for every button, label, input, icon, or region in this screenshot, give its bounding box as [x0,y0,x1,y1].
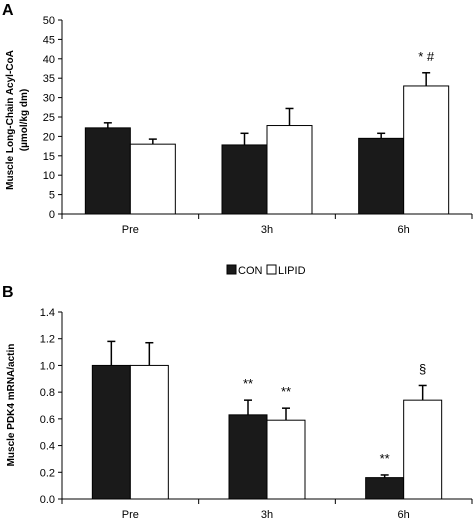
y-tick-label: 0 [49,209,55,221]
significance-marker: ** [281,384,291,399]
legend: CON LIPID [226,264,306,277]
bar-lipid-3h [266,419,306,500]
y-tick-label: 10 [43,170,55,182]
bar-lipid-pre [129,143,176,215]
y-tick-label: 0.6 [40,414,55,426]
bar-lipid-6h [403,85,450,215]
y-tick-label: 0.4 [40,441,55,453]
x-tick-label: 6h [398,509,410,521]
y-tick-label: 1.0 [40,360,55,372]
y-tick-label: 1.2 [40,334,55,346]
bar-con-3h [221,144,268,215]
x-tick-label: 3h [261,509,273,521]
y-tick-label: 15 [43,151,55,163]
y-tick-label: 1.4 [40,307,55,319]
y-tick-label: 0.0 [40,494,55,506]
x-tick-label: Pre [122,224,139,236]
y-tick-label: 50 [43,15,55,27]
bar-lipid-6h [403,399,443,500]
y-axis-unit-a: (µmol/kg dm) [19,89,30,151]
y-tick-label: 25 [43,112,55,124]
bar-con-3h [228,414,268,500]
legend-label-lipid: LIPID [278,265,306,277]
y-tick-label: 0.2 [40,467,55,479]
bar-con-pre [91,364,131,500]
y-tick-label: 20 [43,131,55,143]
y-tick-label: 45 [43,34,55,46]
y-axis-label-b: Muscle PDK4 mRNA/actin [6,344,17,467]
y-tick-label: 5 [49,190,55,202]
y-tick-label: 30 [43,93,55,105]
significance-marker: § [419,361,426,376]
y-axis-label-a: Muscle Long-Chain Acyl-CoA [5,50,16,190]
significance-marker: ** [380,451,390,466]
y-tick-label: 40 [43,54,55,66]
x-tick-label: 6h [398,224,410,236]
panel-label-a: A [2,2,14,19]
y-tick-label: 0.8 [40,387,55,399]
y-tick-label: 35 [43,73,55,85]
bar-con-6h [365,477,405,500]
bar-lipid-pre [129,364,169,500]
bar-con-pre [84,127,131,215]
bar-con-6h [358,137,405,215]
chart-panel-b: 0.0 0.2 0.4 0.6 0.8 1.0 1.2 1.4 Pre 3h ** ** 6h ** § [40,307,473,521]
x-tick-label: 3h [261,224,273,236]
significance-marker: ** [243,376,253,391]
legend-swatch-con [226,264,237,275]
legend-label-con: CON [238,265,263,277]
chart-panel-a: 0 5 10 15 20 25 30 35 40 45 50 Pre 3h 6h * # [43,15,473,236]
panel-label-b: B [2,284,14,301]
significance-marker: * # [418,49,435,64]
x-tick-label: Pre [122,509,139,521]
bar-lipid-3h [266,125,313,215]
legend-swatch-lipid [266,264,277,275]
